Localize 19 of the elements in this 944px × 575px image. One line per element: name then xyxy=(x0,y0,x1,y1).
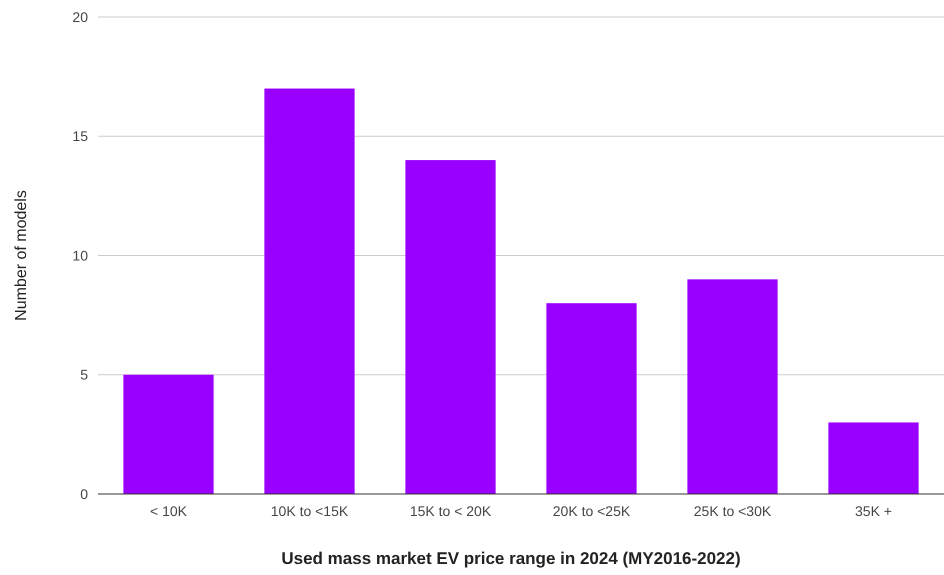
y-tick-label: 20 xyxy=(72,8,88,25)
bar xyxy=(687,279,778,494)
bar xyxy=(264,88,355,494)
bar xyxy=(828,422,919,494)
bar xyxy=(123,374,214,494)
y-tick-label: 5 xyxy=(80,366,88,383)
x-tick-label: 25K to <30K xyxy=(694,503,772,519)
x-tick-label: 15K to < 20K xyxy=(410,503,492,519)
bar xyxy=(405,160,496,494)
x-tick-label: 35K + xyxy=(855,503,892,519)
x-tick-label: 10K to <15K xyxy=(270,503,349,519)
y-tick-label: 10 xyxy=(72,247,88,264)
x-axis-title: Used mass market EV price range in 2024 (MY2016-2022) xyxy=(281,549,741,568)
x-tick-label: < 10K xyxy=(150,503,188,519)
x-tick-label: 20K to <25K xyxy=(552,503,631,519)
y-tick-label: 0 xyxy=(80,486,88,502)
bar xyxy=(546,303,637,494)
y-axis-title: Number of models xyxy=(13,190,30,321)
y-tick-label: 15 xyxy=(72,128,88,144)
